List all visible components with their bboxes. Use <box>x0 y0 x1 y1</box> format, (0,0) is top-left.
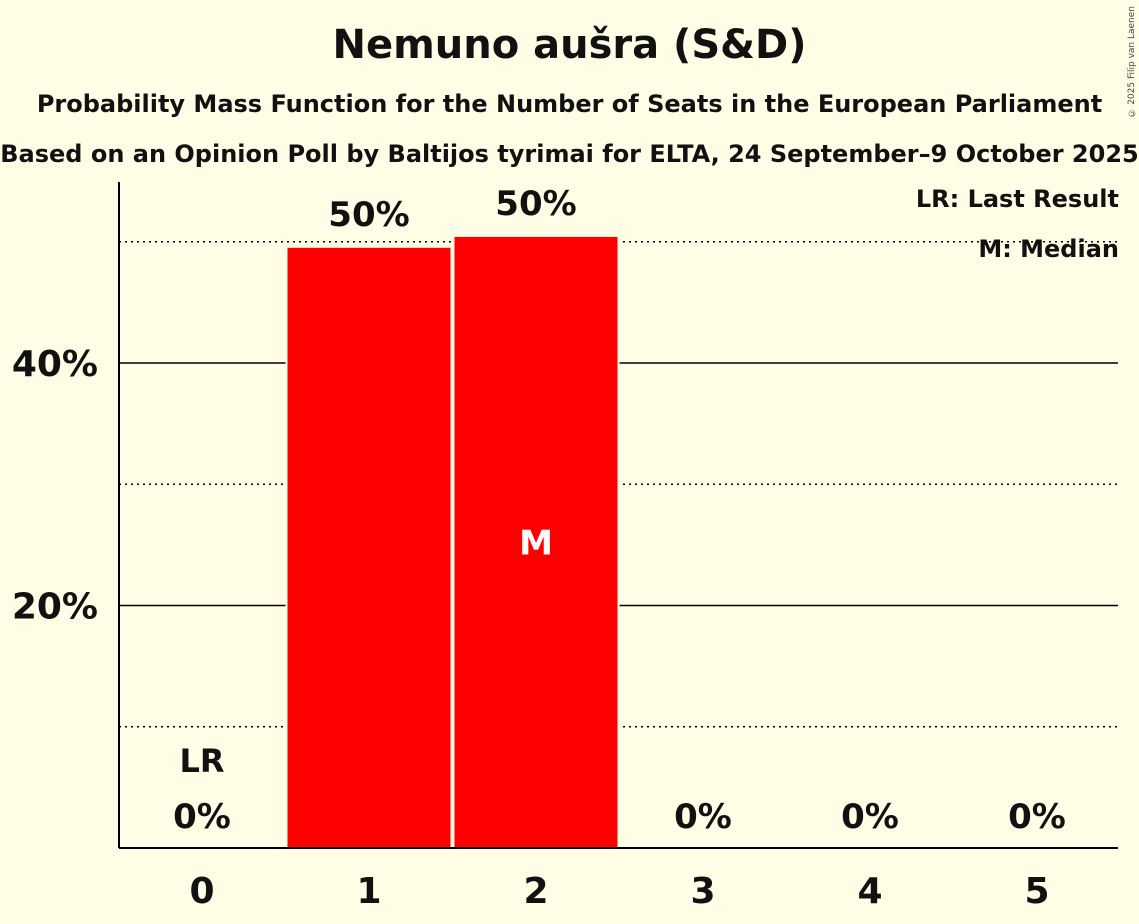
legend-median: M: Median <box>978 235 1119 263</box>
x-tick-label: 1 <box>356 871 381 912</box>
data-label: 0% <box>674 797 732 837</box>
data-label: 50% <box>495 184 576 224</box>
x-tick-label: 5 <box>1024 871 1049 912</box>
data-label: 0% <box>841 797 899 837</box>
bar <box>287 247 451 848</box>
median-marker: M <box>519 523 553 563</box>
y-tick-label: 40% <box>12 344 98 385</box>
data-label: 0% <box>1008 797 1066 837</box>
last-result-marker: LR <box>179 742 224 780</box>
bar <box>454 236 618 848</box>
chart-title: Nemuno aušra (S&D) <box>332 22 807 68</box>
chart-subtitle: Probability Mass Function for the Number… <box>36 90 1103 118</box>
x-tick-label: 4 <box>857 871 882 912</box>
chart-source-note: Based on an Opinion Poll by Baltijos tyr… <box>0 140 1139 168</box>
x-tick-label: 0 <box>189 871 214 912</box>
legend-last-result: LR: Last Result <box>915 185 1119 213</box>
data-label: 50% <box>328 195 409 235</box>
x-tick-label: 2 <box>523 871 548 912</box>
x-tick-label: 3 <box>690 871 715 912</box>
y-tick-label: 20% <box>12 587 98 628</box>
data-label: 0% <box>173 797 231 837</box>
